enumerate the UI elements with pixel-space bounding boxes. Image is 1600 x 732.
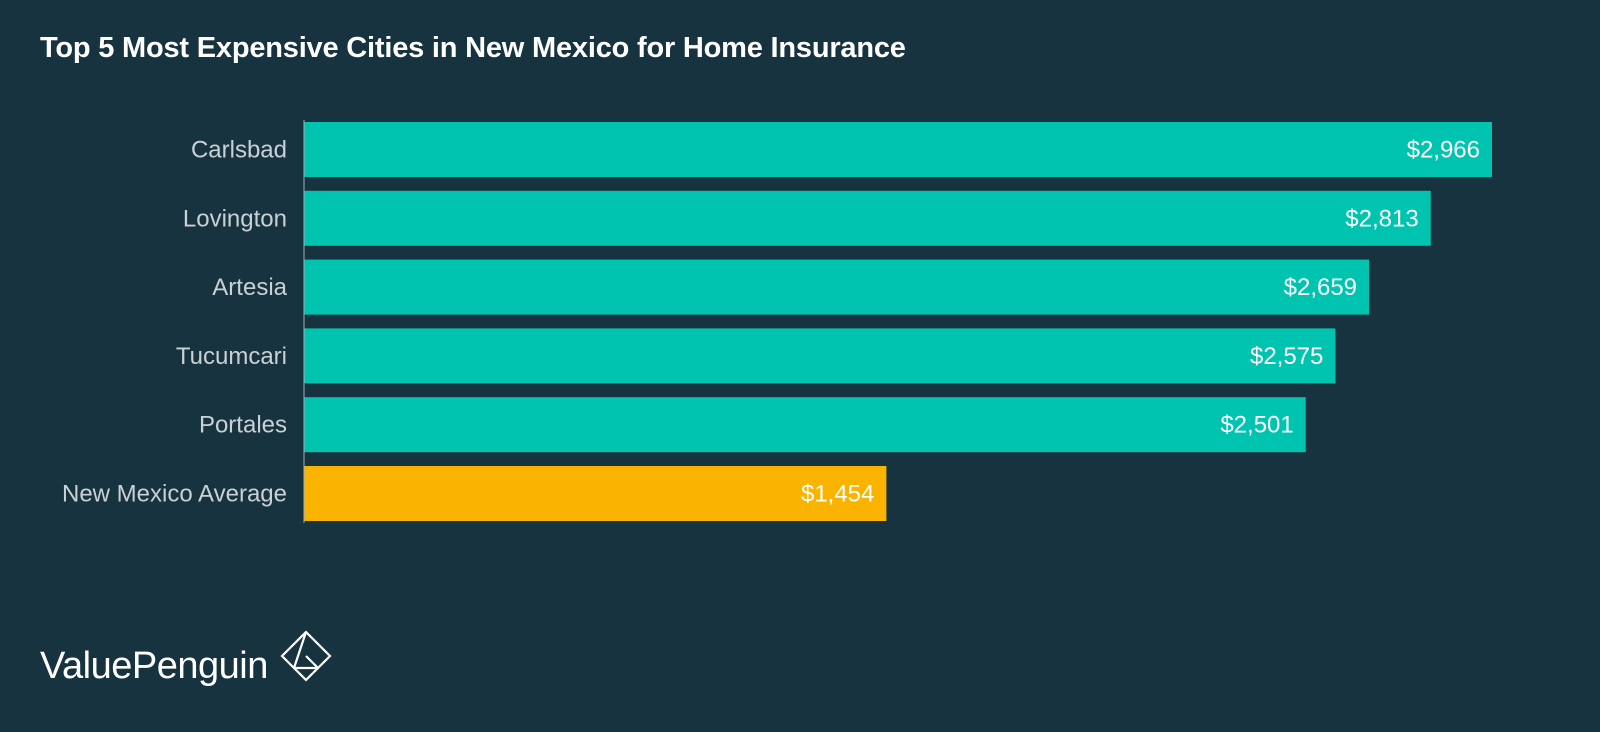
value-label: $2,575 [1250, 343, 1323, 370]
value-label: $2,501 [1220, 412, 1293, 439]
brand-name: ValuePenguin [40, 644, 268, 687]
chart-title: Top 5 Most Expensive Cities in New Mexic… [40, 32, 906, 64]
bar [304, 397, 1306, 453]
bar [304, 122, 1492, 177]
value-label: $2,813 [1345, 205, 1418, 232]
value-label: $1,454 [801, 481, 874, 508]
category-label: Carlsbad [191, 137, 287, 164]
category-label: Portales [199, 412, 287, 439]
value-label: $2,659 [1284, 274, 1357, 301]
category-labels: Carlsbad Lovington Artesia Tucumcari Portale… [62, 137, 288, 508]
bars [304, 122, 1492, 521]
category-label: Tucumcari [176, 343, 287, 370]
category-label: Lovington [183, 205, 287, 232]
category-label: New Mexico Average [62, 481, 287, 508]
bar [304, 259, 1370, 315]
valuepenguin-logo-icon [280, 630, 332, 687]
bar [304, 328, 1336, 384]
value-label: $2,966 [1407, 137, 1480, 164]
category-label: Artesia [212, 274, 287, 301]
brand-footer: ValuePenguin [40, 630, 332, 687]
bar [304, 466, 887, 521]
bar [304, 190, 1431, 246]
value-labels: $2,966 $2,813 $2,659 $2,575 $2,501 $1,454 [801, 137, 1480, 508]
